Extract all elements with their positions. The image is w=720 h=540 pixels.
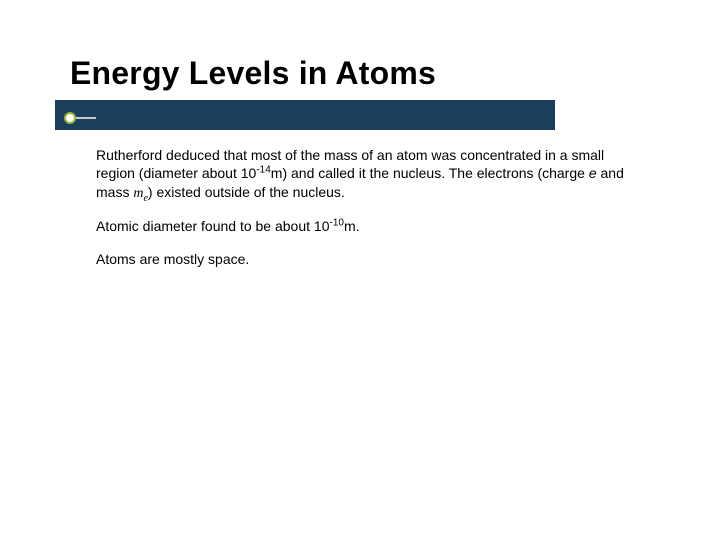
p1-text-b: m) and called it the nucleus. The electr… [271,165,589,181]
slide: Energy Levels in Atoms Rutherford deduce… [0,0,720,540]
body-text: Rutherford deduced that most of the mass… [96,146,641,282]
bullet-dot-icon [64,112,76,124]
p2-text-a: Atomic diameter found to be about 10 [96,218,329,234]
p2-text-b: m. [344,218,360,234]
p2-exponent: -10 [329,218,343,229]
paragraph-1: Rutherford deduced that most of the mass… [96,146,641,203]
p1-text-d: ) existed outside of the nucleus. [148,184,345,200]
p1-mass-m: m [133,186,143,201]
paragraph-2: Atomic diameter found to be about 10-10m… [96,217,641,235]
slide-title: Energy Levels in Atoms [70,55,436,92]
p1-exponent-1: -14 [256,165,270,176]
paragraph-3: Atoms are mostly space. [96,250,641,268]
bullet-connector-line [74,117,96,119]
title-underline-bar [55,100,555,130]
p1-charge-e: e [589,165,597,181]
